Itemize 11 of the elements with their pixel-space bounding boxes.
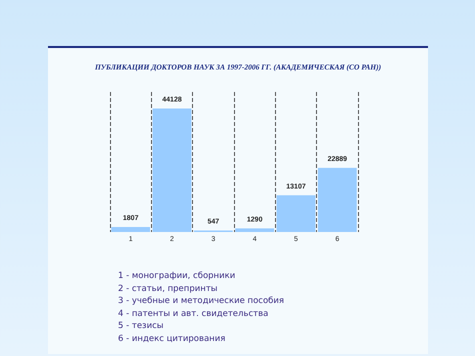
bar (111, 226, 150, 232)
text: 1 - монографии, сборники (118, 270, 236, 282)
text: 2 - статьи, препринты (118, 282, 218, 295)
bar (276, 195, 316, 232)
bar (152, 108, 192, 232)
text: 4 - патенты и авт. свидетельства (118, 308, 270, 320)
text: 5 - тезисы (118, 320, 164, 332)
bar (318, 168, 357, 232)
bar (235, 228, 274, 232)
text: 6 - индекс цитирования (118, 332, 226, 345)
text: 3 - учебные и методические пособия (118, 295, 284, 308)
